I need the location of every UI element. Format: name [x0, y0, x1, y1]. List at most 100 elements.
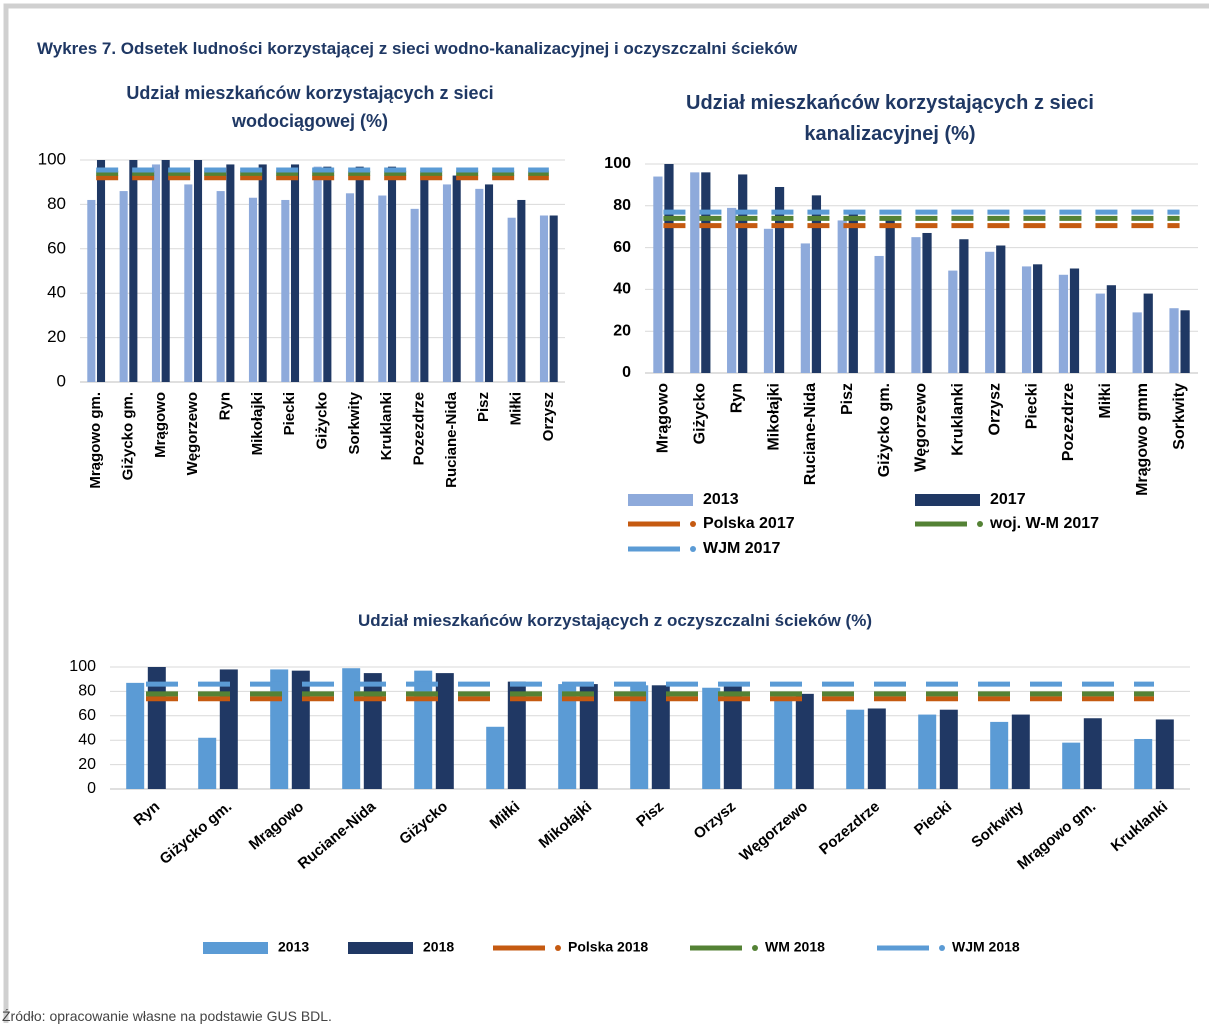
x-tick-label: Pozezdrze: [816, 798, 883, 858]
legend-marker: [752, 945, 758, 951]
x-tick-label: Mrągowo: [152, 392, 169, 458]
bar: [939, 709, 958, 789]
x-tick-label: Miłki: [487, 798, 523, 832]
y-tick-label: 60: [613, 239, 631, 256]
y-tick-label: 100: [69, 658, 96, 675]
x-tick-label: Ryn: [728, 383, 745, 413]
bar: [1155, 719, 1174, 789]
bar: [1021, 266, 1032, 373]
chart-title: Udział mieszkańców korzystających z siec…: [686, 92, 1094, 145]
x-tick-label: Mikołajki: [765, 383, 782, 451]
bar: [664, 164, 674, 373]
bar: [651, 685, 670, 789]
bar: [738, 174, 748, 373]
bar: [1083, 718, 1102, 789]
bar: [1011, 714, 1030, 789]
x-tick-label: Sorkwity: [1171, 383, 1188, 450]
x-tick-label: Pisz: [475, 392, 492, 422]
x-tick-label: Giżycko: [396, 798, 451, 848]
bar: [1033, 264, 1043, 373]
bar: [990, 721, 1009, 789]
source-note: Źródło: opracowanie własne na podstawie …: [2, 1008, 332, 1024]
x-tick-label: Mrągowo gm.: [87, 392, 104, 489]
x-tick-label: Orzysz: [691, 798, 740, 843]
bar: [290, 164, 300, 382]
bar: [216, 191, 225, 382]
bar: [549, 215, 558, 382]
y-tick-label: 40: [47, 283, 66, 302]
bar: [1062, 742, 1081, 789]
bar: [1180, 310, 1190, 373]
x-tick-label: Giżycko: [313, 392, 330, 450]
bar: [184, 184, 193, 382]
y-tick-label: 100: [604, 155, 631, 172]
x-tick-label: Mrągowo gmm: [1134, 383, 1151, 496]
bar: [258, 164, 267, 382]
x-tick-label: Giżycko: [692, 383, 709, 445]
y-tick-label: 0: [57, 371, 66, 390]
y-tick-label: 100: [38, 149, 66, 168]
y-tick-label: 80: [47, 194, 66, 213]
bar: [702, 687, 721, 789]
bar: [126, 682, 145, 789]
bar: [1143, 293, 1153, 373]
bar: [811, 195, 822, 373]
chart-title: Udział mieszkańców korzystających z oczy…: [358, 611, 872, 630]
bar: [1058, 274, 1069, 373]
frame: [3, 3, 1209, 1023]
bar: [323, 166, 332, 382]
bar: [996, 245, 1006, 373]
bar: [1106, 285, 1116, 373]
legend-label: Polska 2018: [568, 939, 648, 955]
legend-marker: [977, 521, 983, 527]
x-tick-label: Miłki: [507, 392, 524, 425]
legend-label: 2013: [703, 491, 739, 508]
bar: [774, 696, 793, 789]
bar: [151, 164, 161, 382]
x-tick-label: Miłki: [1097, 383, 1114, 419]
bar: [539, 215, 549, 382]
bar: [1095, 293, 1105, 373]
chart-title: Udział mieszkańców korzystających z siec…: [126, 83, 494, 131]
legend-marker: [690, 546, 696, 552]
bar: [959, 239, 969, 373]
bar: [281, 199, 290, 382]
bar: [837, 220, 847, 373]
bar: [848, 214, 858, 373]
bar: [800, 243, 810, 373]
bar: [579, 684, 598, 789]
bar: [1132, 312, 1142, 373]
x-tick-label: Piecki: [911, 798, 955, 839]
x-tick-label: Orzysz: [986, 383, 1003, 435]
x-tick-label: Ruciane-Nida: [802, 383, 819, 485]
bar: [774, 186, 785, 373]
legend-marker: [555, 945, 561, 951]
y-tick-label: 20: [613, 322, 631, 339]
bar: [1134, 738, 1153, 789]
bar: [248, 197, 258, 382]
x-tick-label: Mrągowo: [655, 383, 672, 453]
bar: [291, 670, 310, 789]
y-tick-label: 40: [613, 281, 631, 298]
y-tick-label: 40: [78, 731, 96, 748]
bar: [985, 251, 995, 373]
bar: [507, 217, 516, 382]
y-tick-label: 80: [613, 197, 631, 214]
bar: [414, 670, 433, 789]
bar: [270, 669, 289, 789]
bar: [435, 673, 454, 789]
bar: [630, 685, 649, 789]
bar: [96, 160, 106, 382]
bar: [874, 255, 884, 373]
bar: [129, 160, 138, 382]
x-tick-label: Sorkwity: [968, 798, 1027, 852]
legend-label: WM 2018: [765, 939, 825, 955]
y-tick-label: 80: [78, 683, 96, 700]
bar: [867, 708, 886, 789]
bar: [313, 166, 322, 382]
bar: [690, 172, 700, 373]
x-tick-label: Ryn: [216, 392, 233, 420]
y-tick-label: 0: [87, 780, 96, 797]
x-tick-label: Kruklanki: [1108, 798, 1171, 855]
